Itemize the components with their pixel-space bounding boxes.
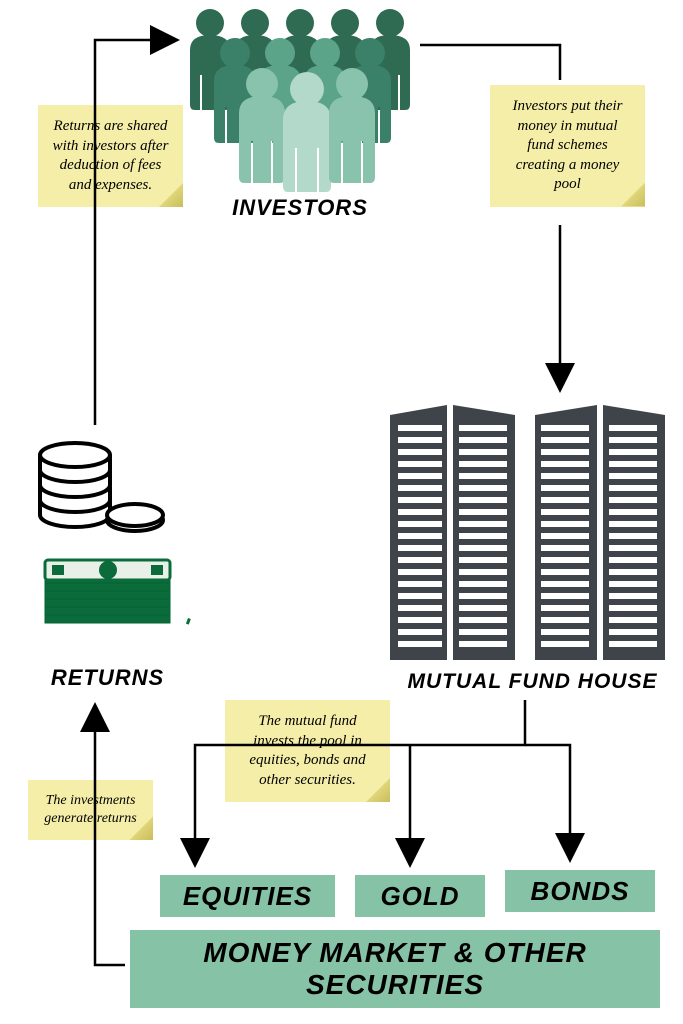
note-text: The investments generate returns — [42, 792, 139, 828]
note-invests-pool: The mutual fund invests the pool in equi… — [225, 700, 390, 802]
note-money-pool: Investors put their money in mutual fund… — [490, 85, 645, 207]
note-text: Returns are shared with investors after … — [52, 117, 169, 195]
note-text: The mutual fund invests the pool in equi… — [239, 712, 376, 790]
note-returns-shared: Returns are shared with investors after … — [38, 105, 183, 207]
note-text: Investors put their money in mutual fund… — [504, 97, 631, 195]
